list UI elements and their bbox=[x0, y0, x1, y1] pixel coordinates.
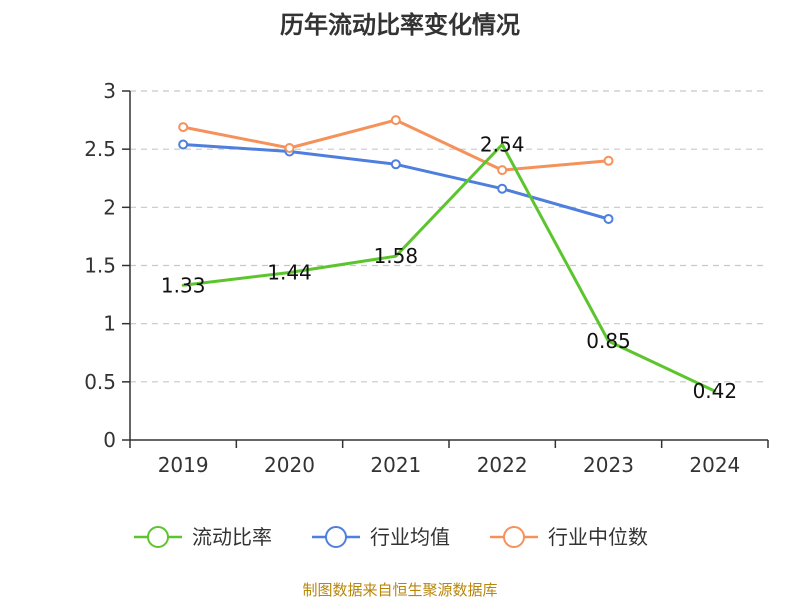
data-label: 0.85 bbox=[586, 329, 631, 353]
x-tick-label: 2019 bbox=[158, 453, 209, 477]
y-tick-label: 1 bbox=[103, 312, 116, 336]
grid-lines bbox=[130, 90, 768, 383]
legend-marker bbox=[325, 526, 347, 548]
x-tick-label: 2020 bbox=[264, 453, 315, 477]
series-point-2 bbox=[497, 165, 508, 176]
data-label: 1.58 bbox=[374, 244, 419, 268]
series-line-0 bbox=[181, 143, 717, 393]
data-label: 1.44 bbox=[267, 260, 312, 284]
series-point-1 bbox=[178, 139, 189, 150]
series-point-1 bbox=[390, 159, 401, 170]
legend-label: 行业均值 bbox=[370, 525, 450, 549]
legend-marker bbox=[147, 526, 169, 548]
y-tick-label: 2.5 bbox=[84, 137, 116, 161]
legend-label: 行业中位数 bbox=[548, 525, 648, 549]
series-point-2 bbox=[178, 122, 189, 133]
data-label: 2.54 bbox=[480, 133, 525, 157]
series-point-2 bbox=[284, 143, 295, 154]
x-tick-label: 2022 bbox=[477, 453, 528, 477]
y-tick-label: 0.5 bbox=[84, 370, 116, 394]
chart-title: 历年流动比率变化情况 bbox=[280, 11, 520, 39]
data-label: 1.33 bbox=[161, 273, 206, 297]
legend-label: 流动比率 bbox=[192, 525, 272, 549]
series-point-1 bbox=[603, 213, 614, 224]
legend-marker bbox=[503, 526, 525, 548]
x-tick-label: 2021 bbox=[370, 453, 421, 477]
series-point-2 bbox=[603, 155, 614, 166]
source-note: 制图数据来自恒生聚源数据库 bbox=[302, 581, 497, 599]
data-label: 0.42 bbox=[693, 379, 738, 403]
y-tick-label: 1.5 bbox=[84, 254, 116, 278]
series-point-2 bbox=[390, 115, 401, 126]
axes: 0 0.5 1 1.5 2 2.5 3 2019 2020 2021 2022 2023 2024 bbox=[84, 79, 769, 477]
series-lines bbox=[178, 115, 717, 393]
legend: 流动比率 行业均值 行业中位数 bbox=[134, 525, 648, 549]
data-labels: 1.33 1.44 1.58 2.54 0.85 0.42 bbox=[161, 133, 737, 404]
y-tick-label: 3 bbox=[103, 79, 116, 103]
x-tick-label: 2023 bbox=[583, 453, 634, 477]
y-tick-label: 2 bbox=[103, 195, 116, 219]
series-point-1 bbox=[497, 183, 508, 194]
y-tick-label: 0 bbox=[103, 428, 116, 452]
x-tick-label: 2024 bbox=[689, 453, 740, 477]
